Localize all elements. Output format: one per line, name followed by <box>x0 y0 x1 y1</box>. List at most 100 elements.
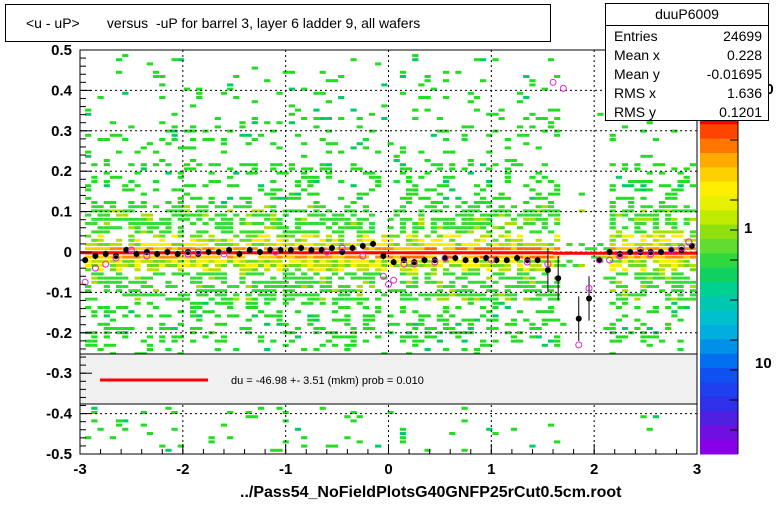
density-cell <box>356 276 363 280</box>
density-cell <box>689 217 696 221</box>
density-cell <box>467 318 474 322</box>
density-cell <box>270 163 277 167</box>
density-cell <box>153 180 160 183</box>
density-cell <box>399 339 406 343</box>
density-cell <box>443 79 450 83</box>
density-cell <box>480 297 487 301</box>
density-cell <box>659 268 666 272</box>
density-cell <box>609 280 616 284</box>
density-cell <box>159 247 166 251</box>
density-cell <box>461 217 468 221</box>
density-cell <box>128 125 135 129</box>
density-cell <box>473 268 481 272</box>
density-cell <box>153 289 160 293</box>
profile-point <box>596 257 603 264</box>
density-cell <box>406 175 413 179</box>
density-cell <box>665 243 672 246</box>
density-cell <box>350 264 357 267</box>
density-cell <box>116 268 123 272</box>
density-cell <box>406 259 413 263</box>
density-cell <box>282 411 289 414</box>
density-cell <box>640 289 647 293</box>
palette-band <box>700 339 738 355</box>
density-cell <box>535 247 542 251</box>
density-cell <box>554 188 561 192</box>
density-cell <box>486 318 493 322</box>
density-cell <box>362 209 369 213</box>
density-cell <box>529 276 536 280</box>
density-cell <box>128 310 135 314</box>
density-cell <box>356 125 363 129</box>
density-cell <box>443 217 450 221</box>
density-cell <box>325 234 332 238</box>
density-cell <box>116 272 123 276</box>
density-cell <box>264 213 271 217</box>
density-cell <box>276 255 283 259</box>
density-cell <box>257 133 265 137</box>
profile-point <box>483 255 490 262</box>
density-cell <box>239 222 246 225</box>
density-cell <box>467 289 474 293</box>
density-cell <box>153 234 160 238</box>
density-cell <box>227 301 234 305</box>
density-cell <box>319 213 326 217</box>
density-cell <box>301 301 308 305</box>
density-cell <box>541 117 548 120</box>
density-cell <box>535 238 542 242</box>
density-cell <box>338 226 345 230</box>
density-cell <box>535 255 542 259</box>
density-cell <box>375 268 382 272</box>
density-cell <box>251 213 258 217</box>
density-cell <box>473 280 481 284</box>
density-cell <box>307 175 314 179</box>
density-cell <box>239 259 246 263</box>
density-cell <box>406 238 413 242</box>
profile-point <box>462 257 469 264</box>
density-cell <box>227 314 234 318</box>
density-cell <box>183 293 191 297</box>
density-cell <box>652 226 659 230</box>
density-cell <box>461 448 468 452</box>
open-marker <box>431 258 439 266</box>
density-cell <box>338 297 345 301</box>
density-cell <box>541 226 548 230</box>
density-cell <box>677 209 684 213</box>
density-cell <box>344 205 351 209</box>
density-cell <box>288 285 295 288</box>
density-cell <box>227 209 234 213</box>
palette-label-mid: 1 <box>744 220 752 237</box>
profile-point <box>472 257 479 264</box>
density-cell <box>375 175 382 179</box>
density-cell <box>190 259 197 263</box>
density-cell <box>399 264 406 267</box>
density-cell <box>418 96 425 99</box>
density-cell <box>264 280 271 284</box>
density-cell <box>443 175 450 179</box>
density-cell <box>659 163 666 167</box>
density-cell <box>85 306 92 309</box>
density-cell <box>325 264 332 267</box>
density-cell <box>609 268 616 272</box>
density-cell <box>134 293 141 297</box>
density-cell <box>196 163 203 167</box>
density-cell <box>671 226 678 230</box>
density-cell <box>294 217 302 221</box>
density-cell <box>634 167 641 171</box>
density-cell <box>628 196 635 200</box>
density-cell <box>171 125 178 129</box>
density-cell <box>301 188 308 192</box>
density-cell <box>171 272 178 276</box>
density-cell <box>245 264 252 267</box>
density-cell <box>436 184 443 188</box>
density-cell <box>406 268 413 272</box>
density-cell <box>356 289 363 293</box>
density-cell <box>362 238 369 242</box>
density-cell <box>412 247 419 251</box>
density-cell <box>140 217 147 221</box>
density-cell <box>665 184 672 188</box>
density-cell <box>313 348 320 351</box>
density-cell <box>251 314 258 318</box>
density-cell <box>381 83 388 87</box>
density-cell <box>220 91 228 95</box>
density-cell <box>412 264 419 267</box>
